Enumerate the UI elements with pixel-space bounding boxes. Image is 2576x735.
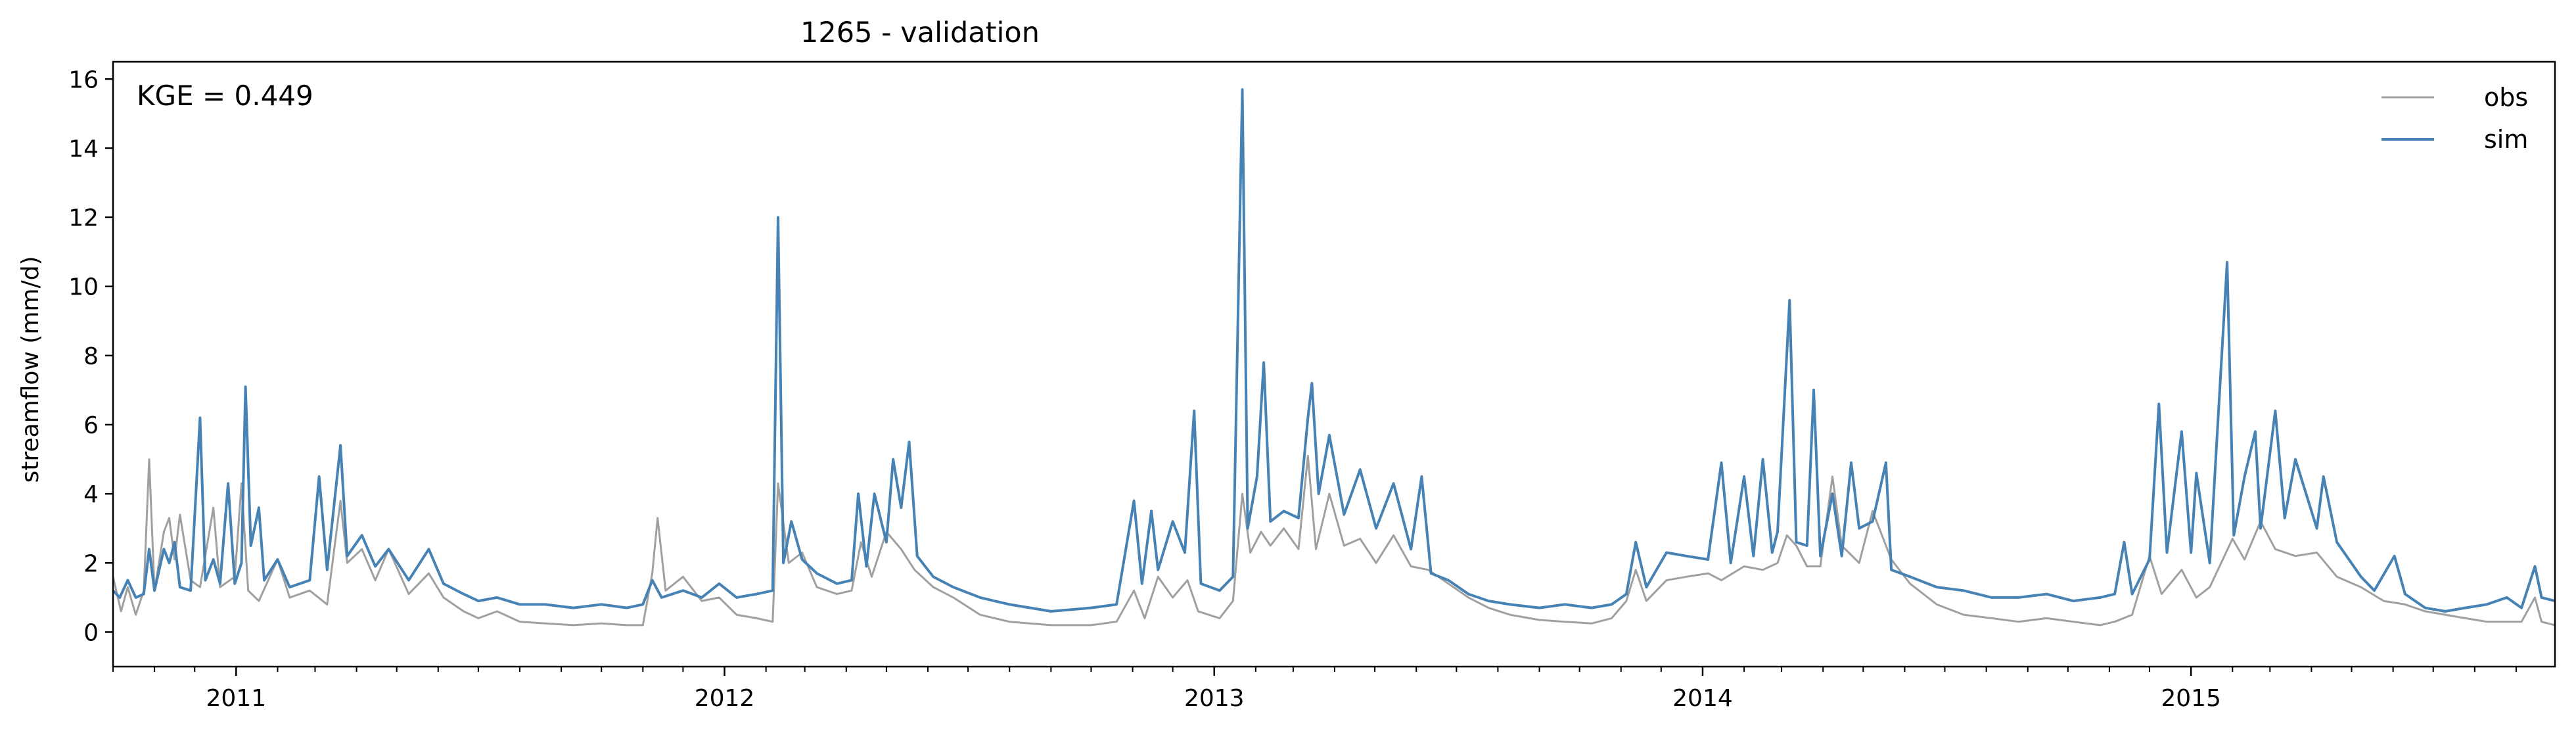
plot-frame — [112, 60, 2556, 668]
x-tick-label: 2012 — [695, 685, 755, 712]
x-tick-label: 2013 — [1184, 685, 1245, 712]
x-tick-label: 2014 — [1672, 685, 1733, 712]
kge-annotation: KGE = 0.449 — [137, 80, 313, 112]
series-obs-line — [113, 454, 2555, 627]
y-tick-label: 10 — [68, 274, 99, 301]
axes: 0 2 4 6 8 10 12 14 16 2011 2012 2013 2014 2015 — [68, 60, 2556, 712]
legend: obs sim — [2381, 83, 2528, 154]
y-tick-label: 8 — [83, 343, 99, 370]
y-tick-label: 0 — [83, 619, 99, 646]
series-sim-line — [113, 88, 2555, 613]
y-tick-label: 6 — [83, 412, 99, 439]
y-axis-label: streamflow (mm/d) — [17, 256, 44, 483]
x-tick-label: 2015 — [2161, 685, 2221, 712]
legend-sim-label: sim — [2484, 125, 2528, 154]
y-tick-label: 16 — [68, 66, 99, 93]
y-tick-label: 2 — [83, 550, 99, 577]
plot-area — [113, 88, 2555, 627]
legend-obs-label: obs — [2484, 83, 2528, 112]
y-tick-label: 12 — [68, 205, 99, 232]
y-tick-label: 14 — [68, 135, 99, 162]
x-tick-label: 2011 — [206, 685, 267, 712]
chart-title: 1265 - validation — [800, 16, 1040, 49]
y-tick-label: 4 — [83, 481, 99, 508]
